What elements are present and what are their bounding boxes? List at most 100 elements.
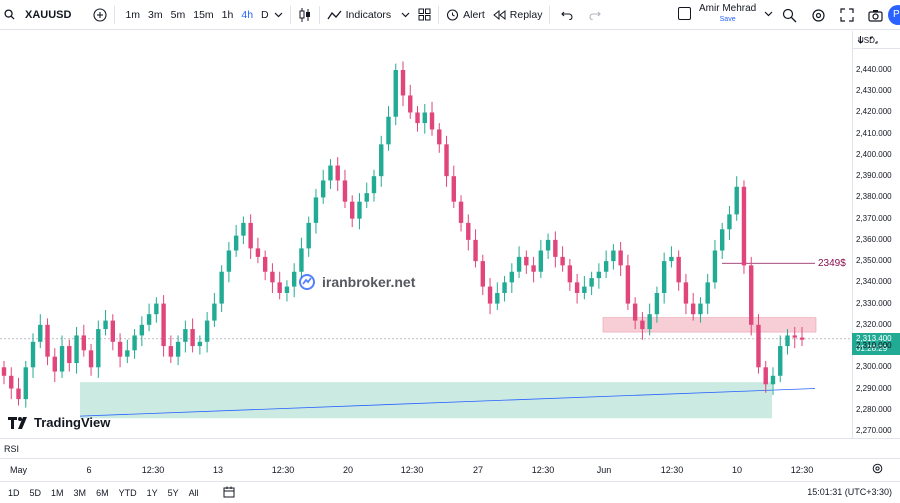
arrow-down-icon[interactable]	[857, 36, 864, 44]
candle-body	[661, 261, 667, 293]
rewind-icon	[492, 9, 506, 20]
camera-icon[interactable]	[868, 9, 883, 22]
price-tick: 2,380.000	[856, 192, 892, 202]
time-tick: 10	[731, 465, 743, 475]
candle-body	[212, 303, 217, 321]
candle-body	[690, 303, 696, 315]
price-tick: 2,420.000	[856, 107, 892, 117]
price-chart[interactable]	[0, 31, 852, 438]
candle-body	[219, 271, 224, 304]
candle-body	[197, 341, 203, 347]
candle-body	[291, 271, 297, 287]
symbol-search-button[interactable]: XAUUSD	[0, 0, 75, 30]
candle-body	[567, 265, 573, 283]
range-all[interactable]: All	[188, 487, 199, 498]
candle-body	[313, 197, 319, 223]
interval-3m[interactable]: 3m	[148, 8, 163, 21]
interval-d[interactable]: D	[261, 8, 269, 21]
undo-button[interactable]	[553, 0, 581, 30]
publish-button[interactable]: Pu	[888, 5, 900, 25]
range-1m[interactable]: 1M	[51, 487, 64, 498]
grid-icon	[418, 8, 431, 21]
candle-body	[88, 350, 94, 368]
expand-icon[interactable]	[870, 36, 878, 44]
layout-name: Amir Mehrad	[699, 3, 757, 14]
candle-body	[103, 320, 108, 330]
candle-body	[538, 250, 544, 272]
candle-body	[81, 335, 86, 351]
axis-header-divider	[852, 31, 900, 49]
replay-button[interactable]: Replay	[489, 0, 547, 30]
price-tick: 2,270.000	[856, 426, 892, 435]
range-ytd[interactable]: YTD	[118, 487, 137, 498]
candle-body	[625, 265, 631, 304]
range-5d[interactable]: 5D	[29, 487, 42, 498]
time-tick: 12:30	[531, 465, 555, 475]
candle-body	[335, 165, 340, 181]
countdown-value: 01:28:29	[856, 344, 888, 353]
search-icon	[4, 9, 15, 20]
price-axis[interactable]	[852, 31, 900, 438]
range-6m[interactable]: 6M	[96, 487, 109, 498]
layout-square-icon	[678, 7, 691, 20]
price-tick: 2,290.000	[856, 383, 892, 393]
time-tick: 12:30	[141, 465, 165, 475]
chevron-down-icon[interactable]	[274, 12, 283, 18]
replay-label: Replay	[509, 8, 543, 21]
candle-body	[589, 278, 594, 287]
candle-body	[175, 341, 181, 357]
candle-body	[553, 239, 558, 257]
candle-body	[30, 341, 36, 368]
currency-label[interactable]: USD	[858, 36, 875, 45]
settings-gear-icon[interactable]	[872, 463, 883, 474]
chart-type-button[interactable]	[294, 0, 316, 30]
candle-body	[799, 337, 805, 340]
time-tick: 12:30	[400, 465, 424, 475]
quick-search-icon[interactable]	[782, 8, 797, 23]
candle-body	[23, 367, 28, 400]
range-1d[interactable]: 1D	[8, 487, 20, 498]
gear-icon[interactable]	[811, 8, 826, 23]
candle-body	[400, 70, 406, 96]
price-annotation[interactable]: 2349$	[818, 258, 846, 269]
top-toolbar: XAUUSD 1m 3m 5m 15m 1h 4h D Indicators	[0, 0, 900, 30]
time-tick: 27	[472, 465, 484, 475]
tradingview-logo[interactable]: TradingView	[8, 415, 110, 430]
candle-body	[38, 324, 43, 342]
candle-body	[96, 329, 101, 368]
alert-button[interactable]: Alert	[442, 0, 489, 30]
layouts-button[interactable]	[414, 0, 435, 30]
symbol-label: XAUUSD	[25, 8, 72, 21]
candle-body	[248, 222, 253, 249]
layout-name-button[interactable]: Amir Mehrad Save	[678, 3, 773, 24]
demand-zone	[80, 382, 772, 419]
time-axis[interactable]: May 6 12:30 13 12:30 20 12:30 27 12:30 Jun 12:30 10…	[0, 458, 900, 478]
redo-button[interactable]	[581, 0, 609, 30]
compare-button[interactable]	[89, 0, 111, 30]
range-3m[interactable]: 3M	[73, 487, 87, 498]
indicators-button[interactable]: Indicators	[323, 0, 415, 30]
interval-4h[interactable]: 4h	[241, 8, 254, 21]
last-price-label: 2,313.400 01:28:29	[852, 333, 900, 355]
pane-divider[interactable]	[0, 438, 900, 439]
time-tick: 12:30	[660, 465, 684, 475]
candle-body	[154, 303, 159, 315]
range-1y[interactable]: 1Y	[146, 487, 158, 498]
candle-body	[1, 367, 7, 376]
candle-body	[350, 201, 355, 219]
range-5y[interactable]: 5Y	[167, 487, 179, 498]
clock[interactable]: 15:01:31 (UTC+3:30)	[807, 487, 892, 497]
candle-body	[168, 346, 174, 357]
interval-5m[interactable]: 5m	[170, 8, 186, 21]
interval-15m[interactable]: 15m	[193, 8, 214, 21]
chevron-down-icon[interactable]	[764, 11, 773, 17]
indicators-icon	[327, 9, 342, 21]
interval-1m[interactable]: 1m	[125, 8, 141, 21]
candle-body	[763, 367, 768, 385]
candle-body	[183, 329, 188, 342]
calendar-icon[interactable]	[223, 486, 235, 500]
interval-1h[interactable]: 1h	[221, 8, 234, 21]
fullscreen-icon[interactable]	[840, 8, 854, 22]
chevron-down-icon[interactable]	[401, 12, 410, 18]
rsi-pane-label[interactable]: RSI	[4, 444, 20, 454]
